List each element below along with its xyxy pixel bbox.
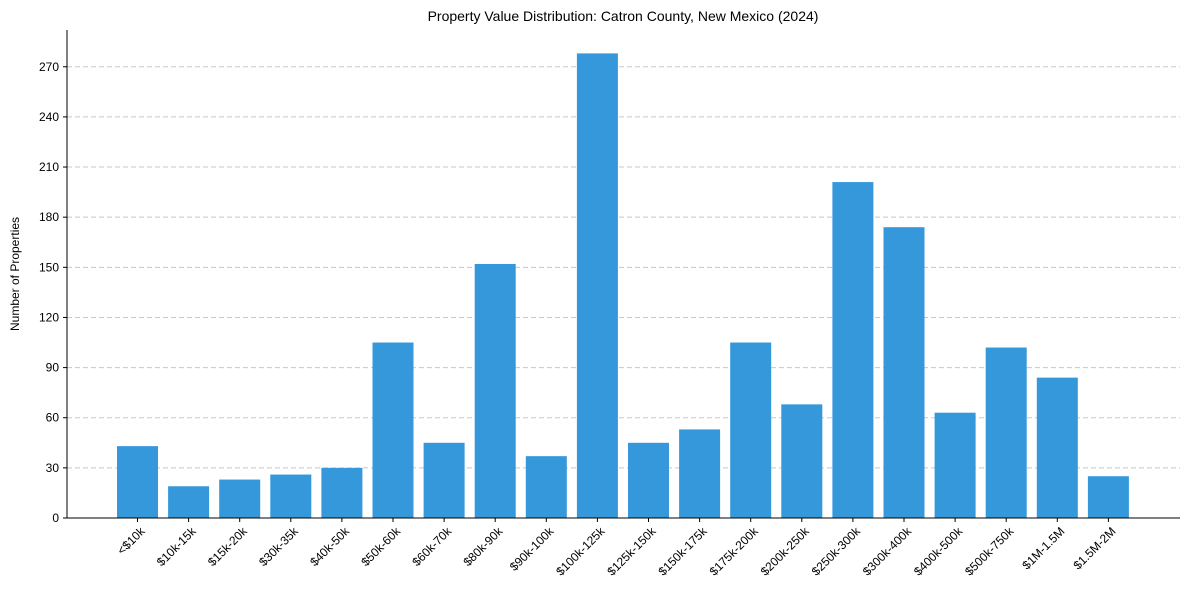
bar xyxy=(832,182,874,518)
x-tick-label: $250k-300k xyxy=(809,524,864,579)
bar xyxy=(1087,476,1129,518)
y-ticks: 0 30 60 90 120 150 180 210 240 270 xyxy=(39,60,67,525)
x-tick-label: $300k-400k xyxy=(860,524,915,579)
chart-title: Property Value Distribution: Catron Coun… xyxy=(428,8,819,24)
x-tick-label: $90k-100k xyxy=(507,524,557,574)
bar xyxy=(985,347,1027,518)
x-tick-label: $50k-60k xyxy=(358,524,404,570)
bar xyxy=(525,456,567,518)
x-tick-label: $60k-70k xyxy=(409,524,455,570)
bar xyxy=(474,263,516,518)
bar xyxy=(934,412,976,518)
y-tick-label: 150 xyxy=(39,260,59,274)
x-tick-label: $80k-90k xyxy=(461,524,507,570)
x-tick-label: $125k-150k xyxy=(604,524,659,579)
y-tick-label: 120 xyxy=(39,310,59,324)
y-tick-label: 180 xyxy=(39,210,59,224)
y-tick-label: 60 xyxy=(46,411,60,425)
bar xyxy=(219,479,261,518)
bar xyxy=(730,342,772,518)
x-tick-label: $10k-15k xyxy=(154,524,200,570)
gridlines xyxy=(67,66,1180,469)
x-tick-label: $150k-175k xyxy=(655,524,710,579)
bar xyxy=(679,429,721,518)
bar xyxy=(883,227,925,518)
y-tick-label: 0 xyxy=(52,511,59,525)
bars xyxy=(117,53,1129,519)
bar xyxy=(270,474,312,518)
bar xyxy=(576,53,618,519)
x-tick-label: $500k-750k xyxy=(962,524,1017,579)
x-tick-label: $175k-200k xyxy=(707,524,762,579)
axes xyxy=(66,30,1180,519)
x-tick-label: <$10k xyxy=(114,524,148,558)
x-tick-label: $1M-1.5M xyxy=(1019,524,1067,572)
y-axis-label: Number of Properties xyxy=(8,217,22,331)
y-tick-label: 270 xyxy=(39,60,59,74)
bar xyxy=(168,486,210,518)
y-tick-label: 210 xyxy=(39,160,59,174)
x-ticks: <$10k $10k-15k $15k-20k $30k-35k $40k-50k $50… xyxy=(114,518,1119,579)
bar xyxy=(321,467,363,518)
bar xyxy=(117,446,158,518)
y-tick-label: 30 xyxy=(46,461,60,475)
bar xyxy=(372,342,414,518)
x-tick-label: $30k-35k xyxy=(256,524,302,570)
x-tick-label: $40k-50k xyxy=(307,524,353,570)
x-tick-label: $15k-20k xyxy=(205,524,251,570)
x-tick-label: $200k-250k xyxy=(758,524,813,579)
bar xyxy=(781,404,823,518)
x-tick-label: $400k-500k xyxy=(911,524,966,579)
bar xyxy=(1036,377,1078,518)
y-tick-label: 240 xyxy=(39,110,59,124)
x-tick-label: $100k-125k xyxy=(553,524,608,579)
x-tick-label: $1.5M-2M xyxy=(1070,524,1118,572)
bar xyxy=(423,442,465,518)
bar xyxy=(628,442,669,518)
y-tick-label: 90 xyxy=(46,361,60,375)
